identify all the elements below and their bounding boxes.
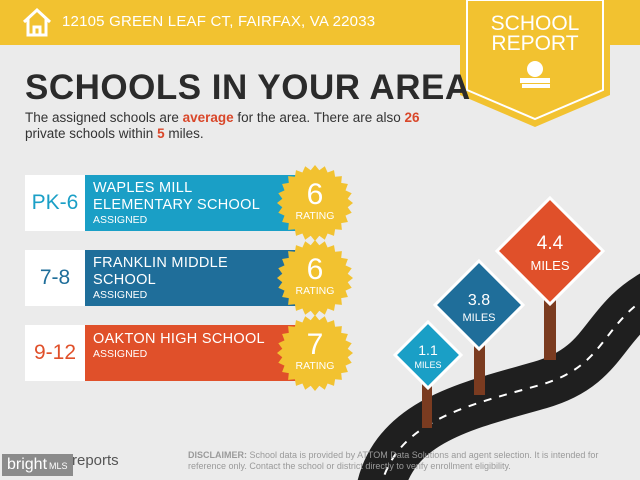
text: private schools within (25, 126, 158, 141)
school-status: ASSIGNED (93, 348, 148, 360)
school-name: WAPLES MILL ELEMENTARY SCHOOL (93, 180, 261, 213)
disclaimer-text: School data is provided by ATTOM Data So… (188, 450, 599, 471)
sign (432, 258, 526, 352)
apple-icon (527, 61, 543, 77)
road-line (381, 301, 640, 480)
rating-label: RATING (295, 210, 335, 222)
school-name: FRANKLIN MIDDLE SCHOOL (93, 255, 229, 288)
sign-post (474, 340, 485, 395)
rating-badge (277, 240, 353, 316)
rating-badge (277, 165, 353, 241)
rating-badge (277, 315, 353, 391)
school-name: OAKTON HIGH SCHOOL (93, 331, 265, 347)
highlight: average (182, 110, 234, 125)
logo: reports (72, 452, 119, 469)
distance: 1.1 (418, 342, 438, 358)
watermark-text: bright (7, 456, 48, 473)
book-icon (522, 84, 550, 88)
text: for the area. There are also (233, 110, 405, 125)
school-status: ASSIGNED (93, 289, 148, 301)
sign (392, 319, 464, 391)
watermark: bright MLS (2, 454, 73, 476)
highlight: 5 (157, 126, 165, 141)
text: miles. (164, 126, 204, 141)
home-icon (22, 7, 52, 37)
distance-unit: MILES (530, 258, 570, 273)
row-band (85, 250, 300, 306)
text: The assigned schools are (25, 110, 183, 125)
sign-post (544, 295, 556, 360)
grade: 7-8 (25, 250, 85, 306)
rating: 6 (306, 178, 324, 211)
watermark-suffix: MLS (49, 461, 68, 471)
disclaimer: DISCLAIMER: School data is provided by A… (188, 450, 613, 472)
address: 12105 GREEN LEAF CT, FAIRFAX, VA 22033 (62, 13, 376, 30)
badge-text: REPORT (491, 32, 579, 55)
disclaimer-label: DISCLAIMER: (188, 450, 247, 460)
book-icon (520, 78, 550, 83)
distance-unit: MILES (462, 312, 496, 324)
rating-label: RATING (295, 360, 335, 372)
school-status: ASSIGNED (93, 214, 148, 226)
distance: 3.8 (467, 292, 491, 309)
grade: PK-6 (25, 175, 85, 231)
badge-text: SCHOOL (490, 12, 580, 35)
highlight: 26 (404, 110, 420, 125)
grade: 9-12 (25, 325, 85, 381)
rating: 6 (306, 253, 324, 286)
distance-unit: MILES (414, 360, 442, 370)
distance: 4.4 (536, 233, 564, 254)
row-band (85, 325, 300, 381)
intro: The assigned schools are average for the… (25, 110, 455, 142)
sign-post (422, 380, 432, 428)
row-band (85, 175, 300, 231)
rating-label: RATING (295, 285, 335, 297)
sign (494, 195, 606, 307)
rating: 7 (306, 328, 324, 361)
badge-border (466, 0, 604, 121)
title: SCHOOLS IN YOUR AREA (25, 68, 471, 107)
